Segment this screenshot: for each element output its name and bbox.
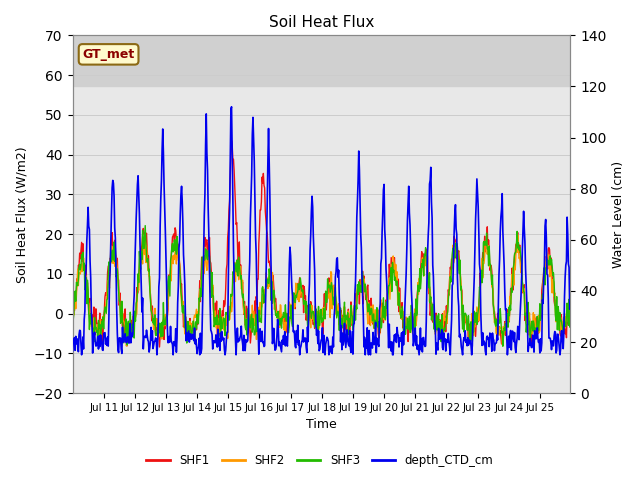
Legend: SHF1, SHF2, SHF3, depth_CTD_cm: SHF1, SHF2, SHF3, depth_CTD_cm — [142, 449, 498, 472]
Bar — [72, 36, 570, 86]
Y-axis label: Soil Heat Flux (W/m2): Soil Heat Flux (W/m2) — [15, 146, 28, 283]
Text: GT_met: GT_met — [83, 48, 135, 61]
Y-axis label: Water Level (cm): Water Level (cm) — [612, 161, 625, 268]
Title: Soil Heat Flux: Soil Heat Flux — [269, 15, 374, 30]
X-axis label: Time: Time — [306, 419, 337, 432]
